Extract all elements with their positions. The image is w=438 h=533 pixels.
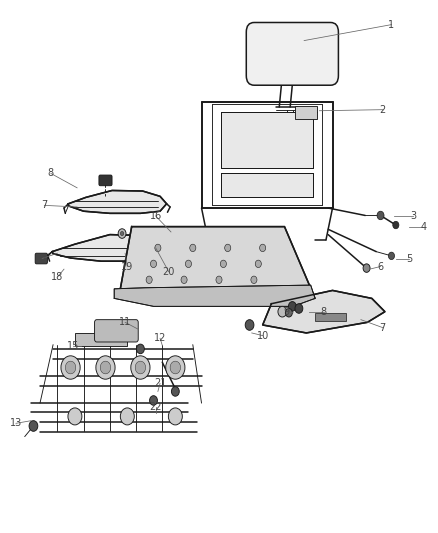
Circle shape (389, 252, 395, 260)
Text: 4: 4 (420, 222, 427, 232)
Text: 5: 5 (406, 254, 412, 263)
Circle shape (118, 229, 126, 238)
Circle shape (155, 244, 161, 252)
Circle shape (255, 260, 261, 268)
Circle shape (308, 109, 313, 116)
FancyBboxPatch shape (246, 22, 339, 85)
Polygon shape (68, 190, 166, 213)
Text: 11: 11 (119, 317, 131, 327)
Bar (295, 106, 317, 119)
Circle shape (288, 302, 296, 311)
Text: 1: 1 (389, 20, 395, 30)
Circle shape (150, 395, 157, 405)
Text: 15: 15 (67, 341, 79, 351)
Circle shape (120, 231, 124, 236)
Circle shape (393, 221, 399, 229)
Text: 8: 8 (321, 306, 327, 317)
Circle shape (190, 244, 196, 252)
Text: 21: 21 (154, 378, 166, 389)
Circle shape (297, 109, 302, 116)
Text: 6: 6 (378, 262, 384, 271)
Circle shape (120, 408, 134, 425)
Circle shape (295, 304, 303, 313)
Polygon shape (221, 112, 313, 168)
Text: 17: 17 (36, 254, 48, 263)
Circle shape (377, 211, 384, 220)
FancyBboxPatch shape (95, 320, 138, 342)
Circle shape (260, 244, 266, 252)
Circle shape (278, 306, 287, 317)
Circle shape (251, 276, 257, 284)
Circle shape (181, 276, 187, 284)
Text: 2: 2 (380, 104, 386, 115)
Circle shape (168, 408, 182, 425)
Circle shape (164, 239, 167, 243)
Text: 10: 10 (257, 330, 269, 341)
Circle shape (96, 356, 115, 379)
Circle shape (225, 244, 231, 252)
Circle shape (29, 421, 38, 431)
Text: 16: 16 (149, 211, 162, 221)
Circle shape (166, 356, 185, 379)
Circle shape (146, 276, 152, 284)
Text: 22: 22 (149, 402, 162, 413)
FancyBboxPatch shape (35, 253, 47, 264)
Bar (75, 333, 127, 346)
Circle shape (185, 260, 191, 268)
Circle shape (137, 344, 145, 354)
Circle shape (65, 361, 76, 374)
Text: 19: 19 (121, 262, 134, 271)
Circle shape (61, 356, 80, 379)
Text: 8: 8 (48, 168, 54, 179)
Circle shape (162, 236, 170, 246)
Circle shape (220, 260, 226, 268)
Text: 13: 13 (10, 418, 22, 429)
Bar (315, 313, 346, 321)
Circle shape (150, 260, 156, 268)
Circle shape (100, 361, 111, 374)
Text: 7: 7 (41, 200, 47, 211)
Text: 7: 7 (380, 322, 386, 333)
Text: 18: 18 (51, 272, 64, 282)
Circle shape (216, 276, 222, 284)
Circle shape (170, 361, 180, 374)
Text: 12: 12 (154, 333, 166, 343)
Text: 3: 3 (410, 211, 417, 221)
Polygon shape (263, 290, 385, 333)
Circle shape (363, 264, 370, 272)
Polygon shape (52, 235, 173, 261)
Polygon shape (114, 285, 315, 306)
FancyBboxPatch shape (99, 175, 112, 185)
Circle shape (131, 356, 150, 379)
Circle shape (286, 309, 292, 317)
Text: 20: 20 (162, 267, 175, 277)
Polygon shape (119, 227, 315, 298)
Circle shape (245, 320, 254, 330)
Circle shape (135, 361, 146, 374)
Text: 9: 9 (284, 306, 290, 317)
Circle shape (68, 408, 82, 425)
Polygon shape (221, 173, 313, 197)
Circle shape (171, 386, 179, 396)
